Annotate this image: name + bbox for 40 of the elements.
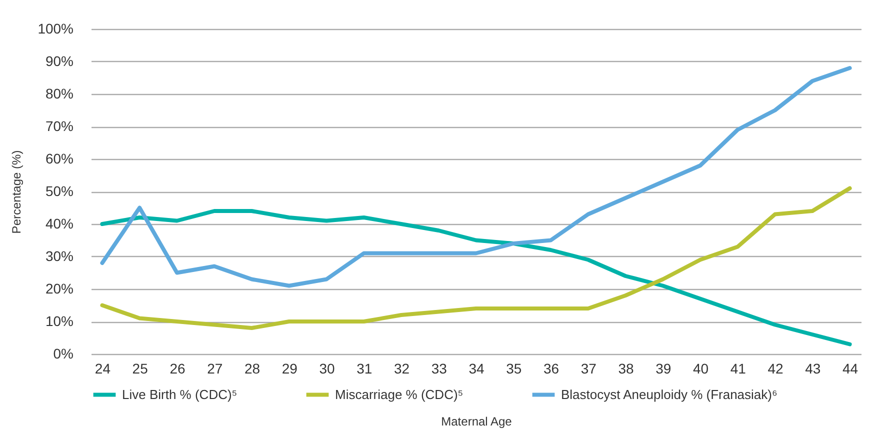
y-tick-label: 70% [45,118,74,134]
y-tick-label: 80% [45,86,74,102]
x-tick-label: 33 [431,360,448,376]
line-series [100,186,852,330]
y-tick-label: 60% [45,150,74,166]
x-tick-label: 38 [618,360,634,376]
legend-label: Miscarriage % (CDC)⁵ [335,386,464,402]
line-series [100,66,852,288]
y-tick-label: 90% [45,53,74,69]
x-tick-label: 40 [692,360,709,376]
y-tick-label: 100% [38,20,74,36]
legend-label: Live Birth % (CDC)⁵ [122,386,238,402]
y-tick-label: 40% [45,216,74,232]
legend-label: Blastocyst Aneuploidy % (Franasiak)⁶ [561,386,778,402]
x-tick-label: 36 [543,360,560,376]
x-tick-label: 34 [468,360,484,376]
x-tick-label: 35 [506,360,522,376]
x-tick-label: 44 [842,360,858,376]
x-tick-label: 39 [656,360,672,376]
x-tick-label: 42 [768,360,784,376]
x-tick-label: 31 [356,360,372,376]
x-tick-label: 29 [282,360,298,376]
y-axis-title: Percentage (%) [10,150,24,234]
x-tick-label: 41 [730,360,746,376]
x-tick-label: 37 [580,360,597,376]
x-tick-label: 43 [805,360,821,376]
x-tick-label: 28 [244,360,260,376]
x-tick-label: 26 [170,360,186,376]
line-series [100,209,852,346]
x-tick-label: 30 [319,360,335,376]
x-tick-label: 24 [94,360,111,376]
y-tick-label: 10% [45,313,74,329]
x-tick-label: 32 [394,360,410,376]
x-tick-label: 27 [207,360,223,376]
y-tick-label: 50% [45,183,74,199]
x-axis-title: Maternal Age [441,414,512,428]
y-tick-label: 0% [53,346,74,362]
x-tick-label: 25 [132,360,148,376]
y-tick-label: 30% [45,248,74,264]
y-tick-label: 20% [45,280,74,296]
